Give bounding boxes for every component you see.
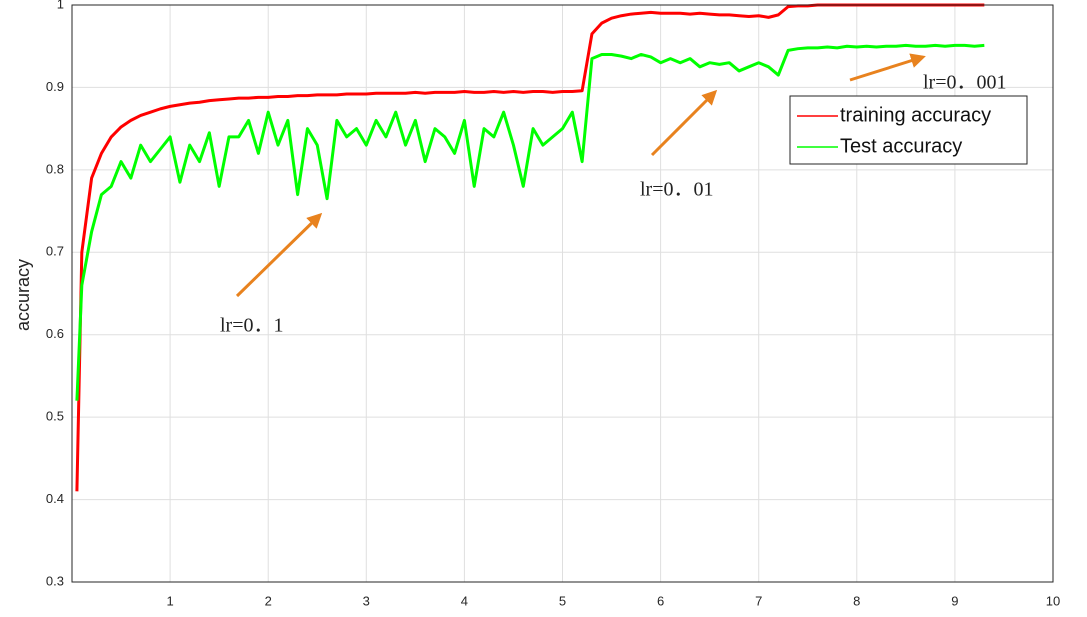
x-tick-label: 3 <box>363 593 370 608</box>
x-tick-label: 4 <box>461 593 468 608</box>
y-tick-label: 0.9 <box>46 79 64 94</box>
x-tick-label: 10 <box>1046 593 1060 608</box>
arrow <box>650 89 718 157</box>
x-tick-label: 2 <box>265 593 272 608</box>
arrow <box>849 53 926 82</box>
x-tick-label: 7 <box>755 593 762 608</box>
legend-label: Test accuracy <box>840 135 962 157</box>
y-tick-label: 0.4 <box>46 491 64 506</box>
x-tick-label: 9 <box>951 593 958 608</box>
annotation: lr=0．001 <box>923 72 1007 94</box>
y-axis-label: accuracy <box>13 259 33 331</box>
y-tick-label: 0.7 <box>46 244 64 259</box>
legend-label: training accuracy <box>840 104 991 126</box>
legend-box <box>789 95 1028 165</box>
series-line <box>75 43 985 401</box>
plot <box>75 3 985 492</box>
x-tick-label: 1 <box>166 593 173 608</box>
annotation: lr=0．1 <box>220 315 284 337</box>
y-tick-label: 0.6 <box>46 326 64 341</box>
y-tick-label: 0.3 <box>46 573 64 588</box>
annotation: lr=0．01 <box>640 179 714 201</box>
series-line <box>75 3 985 492</box>
y-tick-label: 0.5 <box>46 409 64 424</box>
y-tick-label: 1 <box>57 0 64 11</box>
x-tick-label: 8 <box>853 593 860 608</box>
grid: 0.3 0.4 0.5 0.6 0.7 0.8 0.9 1 1 2 3 4 5 6 7 8 9 10 <box>46 0 1060 608</box>
x-tick-label: 5 <box>559 593 566 608</box>
arrow <box>235 212 323 298</box>
y-tick-label: 0.8 <box>46 161 64 176</box>
legend: training accuracy Test accuracy <box>789 95 1028 165</box>
x-tick-label: 6 <box>657 593 664 608</box>
plot-frame <box>71 4 1054 583</box>
